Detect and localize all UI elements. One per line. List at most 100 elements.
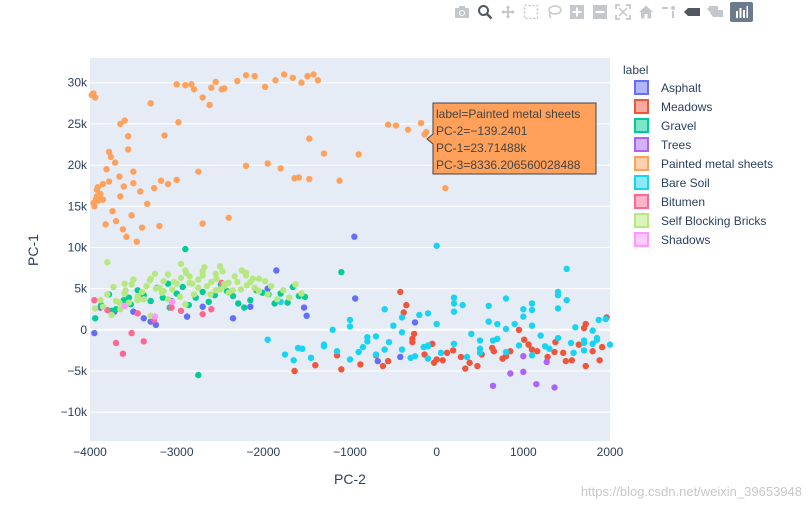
data-point[interactable]	[175, 119, 182, 126]
data-point[interactable]	[235, 300, 242, 307]
data-point[interactable]	[416, 311, 423, 319]
data-point[interactable]	[138, 288, 146, 296]
data-point[interactable]	[173, 280, 180, 287]
data-point[interactable]	[554, 305, 562, 312]
data-point[interactable]	[107, 153, 115, 161]
data-point[interactable]	[407, 354, 414, 362]
data-point[interactable]	[207, 291, 214, 298]
data-point[interactable]	[292, 281, 299, 288]
data-point[interactable]	[554, 292, 562, 299]
data-point[interactable]	[112, 339, 120, 347]
data-point[interactable]	[474, 362, 481, 370]
data-point[interactable]	[190, 86, 198, 93]
data-point[interactable]	[602, 315, 609, 323]
data-point[interactable]	[173, 81, 180, 88]
data-point[interactable]	[161, 132, 168, 139]
data-point[interactable]	[403, 301, 410, 309]
data-point[interactable]	[439, 357, 446, 364]
data-point[interactable]	[359, 343, 367, 351]
data-point[interactable]	[364, 338, 371, 345]
data-point[interactable]	[179, 283, 186, 291]
data-point[interactable]	[229, 292, 237, 300]
data-point[interactable]	[212, 287, 219, 294]
data-point[interactable]	[212, 270, 219, 277]
data-point[interactable]	[234, 77, 241, 85]
data-point[interactable]	[502, 295, 510, 302]
data-point[interactable]	[251, 72, 258, 80]
data-point[interactable]	[372, 333, 380, 340]
data-point[interactable]	[120, 183, 128, 190]
hover-closest-icon[interactable]	[680, 2, 703, 22]
pan-icon[interactable]	[496, 2, 519, 22]
data-point[interactable]	[351, 233, 358, 240]
data-point[interactable]	[151, 270, 159, 277]
data-point[interactable]	[186, 273, 193, 280]
data-point[interactable]	[543, 358, 550, 366]
data-point[interactable]	[190, 291, 198, 298]
data-point[interactable]	[93, 186, 101, 193]
data-point[interactable]	[216, 263, 224, 270]
data-point[interactable]	[92, 305, 99, 312]
data-point[interactable]	[150, 184, 158, 192]
data-point[interactable]	[306, 175, 313, 183]
data-point[interactable]	[111, 159, 119, 166]
data-point[interactable]	[424, 355, 432, 362]
data-point[interactable]	[494, 320, 501, 328]
data-point[interactable]	[205, 298, 212, 306]
data-point[interactable]	[595, 316, 602, 324]
data-point[interactable]	[400, 309, 407, 316]
data-point[interactable]	[572, 324, 579, 331]
data-point[interactable]	[298, 290, 305, 297]
data-point[interactable]	[398, 329, 406, 336]
data-point[interactable]	[599, 343, 606, 351]
data-point[interactable]	[247, 303, 254, 310]
data-point[interactable]	[140, 338, 147, 345]
zoom-out-icon[interactable]	[588, 2, 611, 22]
data-point[interactable]	[520, 306, 527, 313]
data-point[interactable]	[355, 348, 362, 356]
data-point[interactable]	[417, 119, 425, 127]
legend-item[interactable]: Trees	[634, 137, 691, 152]
data-point[interactable]	[280, 287, 287, 294]
data-point[interactable]	[186, 279, 193, 287]
data-point[interactable]	[290, 357, 297, 364]
data-point[interactable]	[105, 178, 113, 185]
data-point[interactable]	[92, 195, 100, 203]
data-point[interactable]	[147, 297, 154, 305]
data-point[interactable]	[177, 274, 185, 282]
data-point[interactable]	[104, 259, 111, 266]
data-point[interactable]	[91, 329, 98, 337]
data-point[interactable]	[606, 341, 614, 348]
data-point[interactable]	[534, 348, 541, 355]
data-point[interactable]	[169, 298, 176, 306]
data-point[interactable]	[567, 339, 575, 347]
data-point[interactable]	[221, 282, 228, 290]
data-point[interactable]	[490, 348, 498, 355]
data-point[interactable]	[140, 315, 147, 322]
data-point[interactable]	[494, 335, 501, 343]
data-point[interactable]	[409, 335, 416, 343]
data-point[interactable]	[219, 268, 226, 275]
data-point[interactable]	[182, 301, 189, 308]
data-point[interactable]	[291, 367, 298, 375]
data-point[interactable]	[128, 212, 135, 219]
data-point[interactable]	[433, 242, 440, 249]
data-point[interactable]	[116, 173, 123, 180]
data-point[interactable]	[151, 313, 159, 320]
data-point[interactable]	[385, 338, 393, 346]
data-point[interactable]	[119, 226, 127, 233]
data-point[interactable]	[242, 72, 250, 79]
data-point[interactable]	[320, 150, 328, 157]
data-point[interactable]	[195, 284, 202, 291]
data-point[interactable]	[329, 326, 336, 334]
data-point[interactable]	[397, 353, 404, 361]
data-point[interactable]	[284, 299, 291, 306]
data-point[interactable]	[264, 336, 271, 343]
data-point[interactable]	[221, 85, 228, 92]
data-point[interactable]	[247, 296, 254, 304]
data-point[interactable]	[199, 220, 206, 227]
data-point[interactable]	[112, 217, 120, 225]
lasso-icon[interactable]	[542, 2, 565, 22]
data-point[interactable]	[143, 282, 150, 290]
data-point[interactable]	[307, 354, 315, 362]
